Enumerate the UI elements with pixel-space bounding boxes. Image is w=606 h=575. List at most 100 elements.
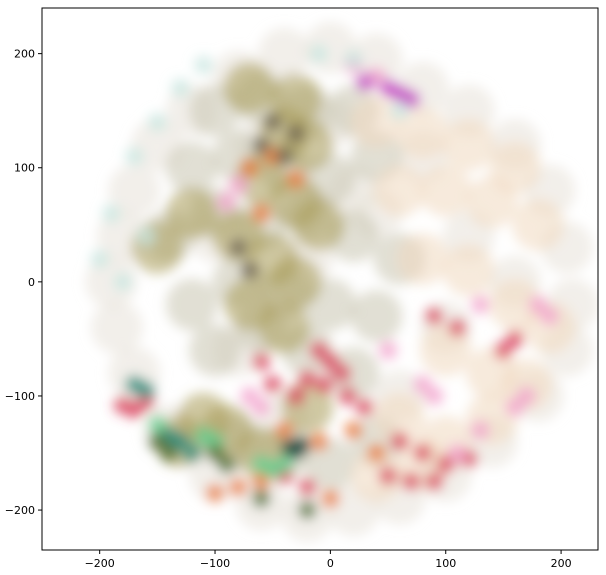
ticks: −200 −100 0 100 200 200 100 0 −100 −200 [5, 48, 572, 570]
data-point [223, 61, 276, 114]
data-point [327, 347, 380, 400]
data-point [350, 33, 403, 86]
data-point [344, 50, 363, 69]
data-point [258, 27, 311, 80]
data-point [419, 164, 472, 217]
data-point [194, 56, 213, 75]
data-point [252, 135, 271, 154]
data-point [252, 204, 271, 223]
data-point [206, 444, 225, 463]
x-tick-label: 200 [551, 557, 572, 570]
data-point [442, 244, 495, 297]
data-point [229, 478, 248, 497]
data-point [321, 352, 340, 371]
data-point [217, 192, 236, 211]
data-point [269, 73, 322, 126]
data-point [465, 175, 518, 228]
data-point [263, 113, 282, 132]
data-point [136, 381, 155, 400]
data-point [275, 421, 294, 440]
data-point [413, 375, 432, 394]
x-tick-label: −200 [85, 557, 115, 570]
data-point [206, 483, 225, 502]
data-point [229, 238, 248, 257]
data-point [471, 421, 490, 440]
y-tick-label: −200 [5, 504, 35, 517]
data-point [396, 233, 449, 286]
data-point [494, 341, 513, 360]
data-point [373, 164, 426, 217]
data-point [189, 324, 242, 377]
series-10 [281, 436, 311, 460]
data-point [512, 198, 565, 251]
data-point [373, 392, 426, 445]
data-point [355, 398, 374, 417]
series-12 [148, 432, 317, 520]
data-point [252, 352, 271, 371]
axes-frame [41, 7, 599, 551]
y-tick-label: 200 [14, 48, 35, 61]
points-layer [85, 21, 598, 542]
series-8 [90, 44, 409, 291]
data-point [217, 455, 236, 474]
data-point [350, 290, 403, 343]
data-point [505, 329, 524, 348]
data-point [529, 295, 548, 314]
data-point [540, 307, 559, 326]
data-point [240, 261, 259, 280]
data-point [332, 364, 351, 383]
data-point [379, 466, 398, 485]
data-point [350, 449, 403, 502]
data-point [102, 204, 121, 223]
series-13 [229, 113, 305, 280]
data-point [355, 73, 374, 92]
data-point [448, 444, 467, 463]
data-point [517, 386, 536, 405]
data-point [108, 164, 161, 217]
data-point [471, 295, 490, 314]
data-point [90, 301, 143, 354]
data-point [90, 250, 109, 269]
data-point [148, 113, 167, 132]
data-point [402, 472, 421, 491]
data-point [309, 44, 328, 63]
data-point [298, 478, 317, 497]
data-point [263, 375, 282, 394]
data-point [125, 147, 144, 166]
data-point [425, 307, 444, 326]
y-tick-label: 0 [28, 276, 35, 289]
data-point [500, 358, 553, 411]
data-point [258, 301, 311, 354]
data-point [182, 444, 201, 463]
data-point [321, 489, 340, 508]
data-point [240, 386, 259, 405]
data-point [275, 147, 294, 166]
data-point [165, 187, 218, 240]
data-point [523, 301, 576, 354]
data-point [442, 118, 495, 171]
series-7 [206, 147, 386, 508]
data-point [136, 227, 155, 246]
data-point [379, 341, 398, 360]
data-point [425, 386, 444, 405]
data-point [165, 278, 218, 331]
data-point [338, 386, 357, 405]
series-6 [355, 73, 421, 109]
data-point [286, 124, 305, 143]
data-point [390, 432, 409, 451]
data-point [286, 170, 305, 189]
data-point [367, 444, 386, 463]
data-point [309, 341, 328, 360]
data-point [425, 472, 444, 491]
point-cloud [85, 21, 598, 542]
data-point [292, 198, 345, 251]
y-tick-label: −100 [5, 390, 35, 403]
series-2 [131, 61, 345, 480]
series-11 [148, 415, 294, 480]
data-point [171, 78, 190, 97]
data-point [252, 489, 271, 508]
x-tick-label: 100 [435, 557, 456, 570]
x-tick-label: −100 [200, 557, 230, 570]
data-point [505, 398, 524, 417]
